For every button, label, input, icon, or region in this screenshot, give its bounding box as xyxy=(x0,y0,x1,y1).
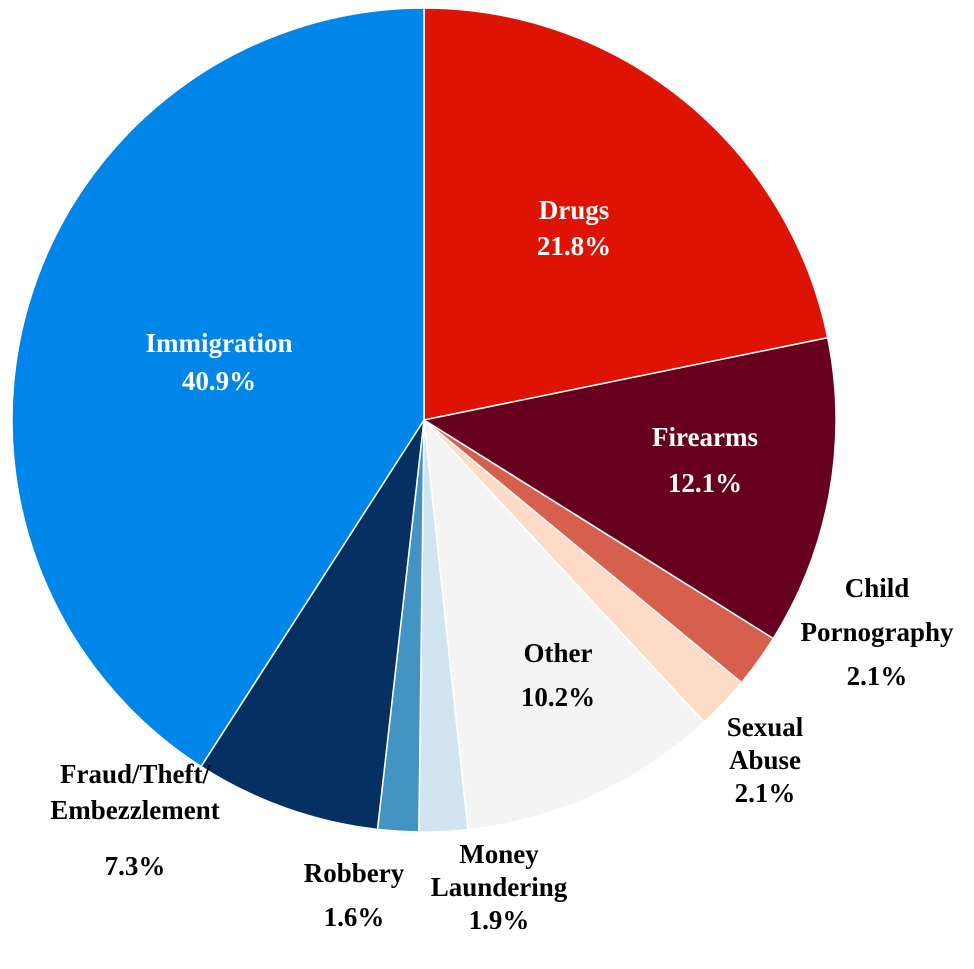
slice-category-label: Abuse xyxy=(729,745,801,775)
slice-category-label: Child xyxy=(845,573,910,603)
slice-label: Drugs 21.8% xyxy=(537,195,611,261)
slice-labels: Drugs 21.8% Firearms 12.1% Child Pornography 2… xyxy=(50,195,954,935)
slice-category-label: Pornography xyxy=(800,617,954,647)
slice-value-label: 10.2% xyxy=(521,682,595,712)
slice-label: Robbery 1.6% xyxy=(304,858,405,932)
slice-label: Money Laundering 1.9% xyxy=(431,839,568,935)
slice-value-label: 21.8% xyxy=(537,231,611,261)
slice-category-label: Fraud/Theft/ xyxy=(60,759,211,789)
slice-value-label: 1.6% xyxy=(324,902,385,932)
slice-category-label: Money xyxy=(459,839,539,869)
slice-category-label: Embezzlement xyxy=(50,795,219,825)
pie-slice-other xyxy=(423,417,706,831)
slice-value-label: 12.1% xyxy=(668,468,742,498)
slice-category-label: Other xyxy=(524,638,593,668)
slice-category-label: Drugs xyxy=(539,195,610,225)
slice-value-label: 1.9% xyxy=(469,905,530,935)
slice-label: Firearms 12.1% xyxy=(652,422,758,498)
slice-value-label: 2.1% xyxy=(735,778,796,808)
slice-category-label: Immigration xyxy=(146,328,293,358)
pie-slices xyxy=(11,7,837,833)
slice-label: Child Pornography 2.1% xyxy=(800,573,954,691)
slice-category-label: Sexual xyxy=(727,712,804,742)
pie-slice-immigration xyxy=(11,7,425,768)
slice-category-label: Laundering xyxy=(431,872,568,902)
slice-label: Immigration 40.9% xyxy=(146,328,293,396)
slice-value-label: 7.3% xyxy=(105,851,166,881)
slice-label: Sexual Abuse 2.1% xyxy=(727,712,804,808)
slice-label: Fraud/Theft/Embezzlement 7.3% xyxy=(50,759,219,881)
slice-category-label: Robbery xyxy=(304,858,405,888)
pie-slice-firearms xyxy=(422,336,837,640)
slice-value-label: 40.9% xyxy=(182,366,256,396)
slice-value-label: 2.1% xyxy=(847,661,908,691)
slice-category-label: Firearms xyxy=(652,422,758,452)
pie-slice-fraud-theft-embezzlement xyxy=(200,419,425,831)
slice-label: Other 10.2% xyxy=(521,638,595,712)
pie-slice-drugs xyxy=(423,7,829,421)
